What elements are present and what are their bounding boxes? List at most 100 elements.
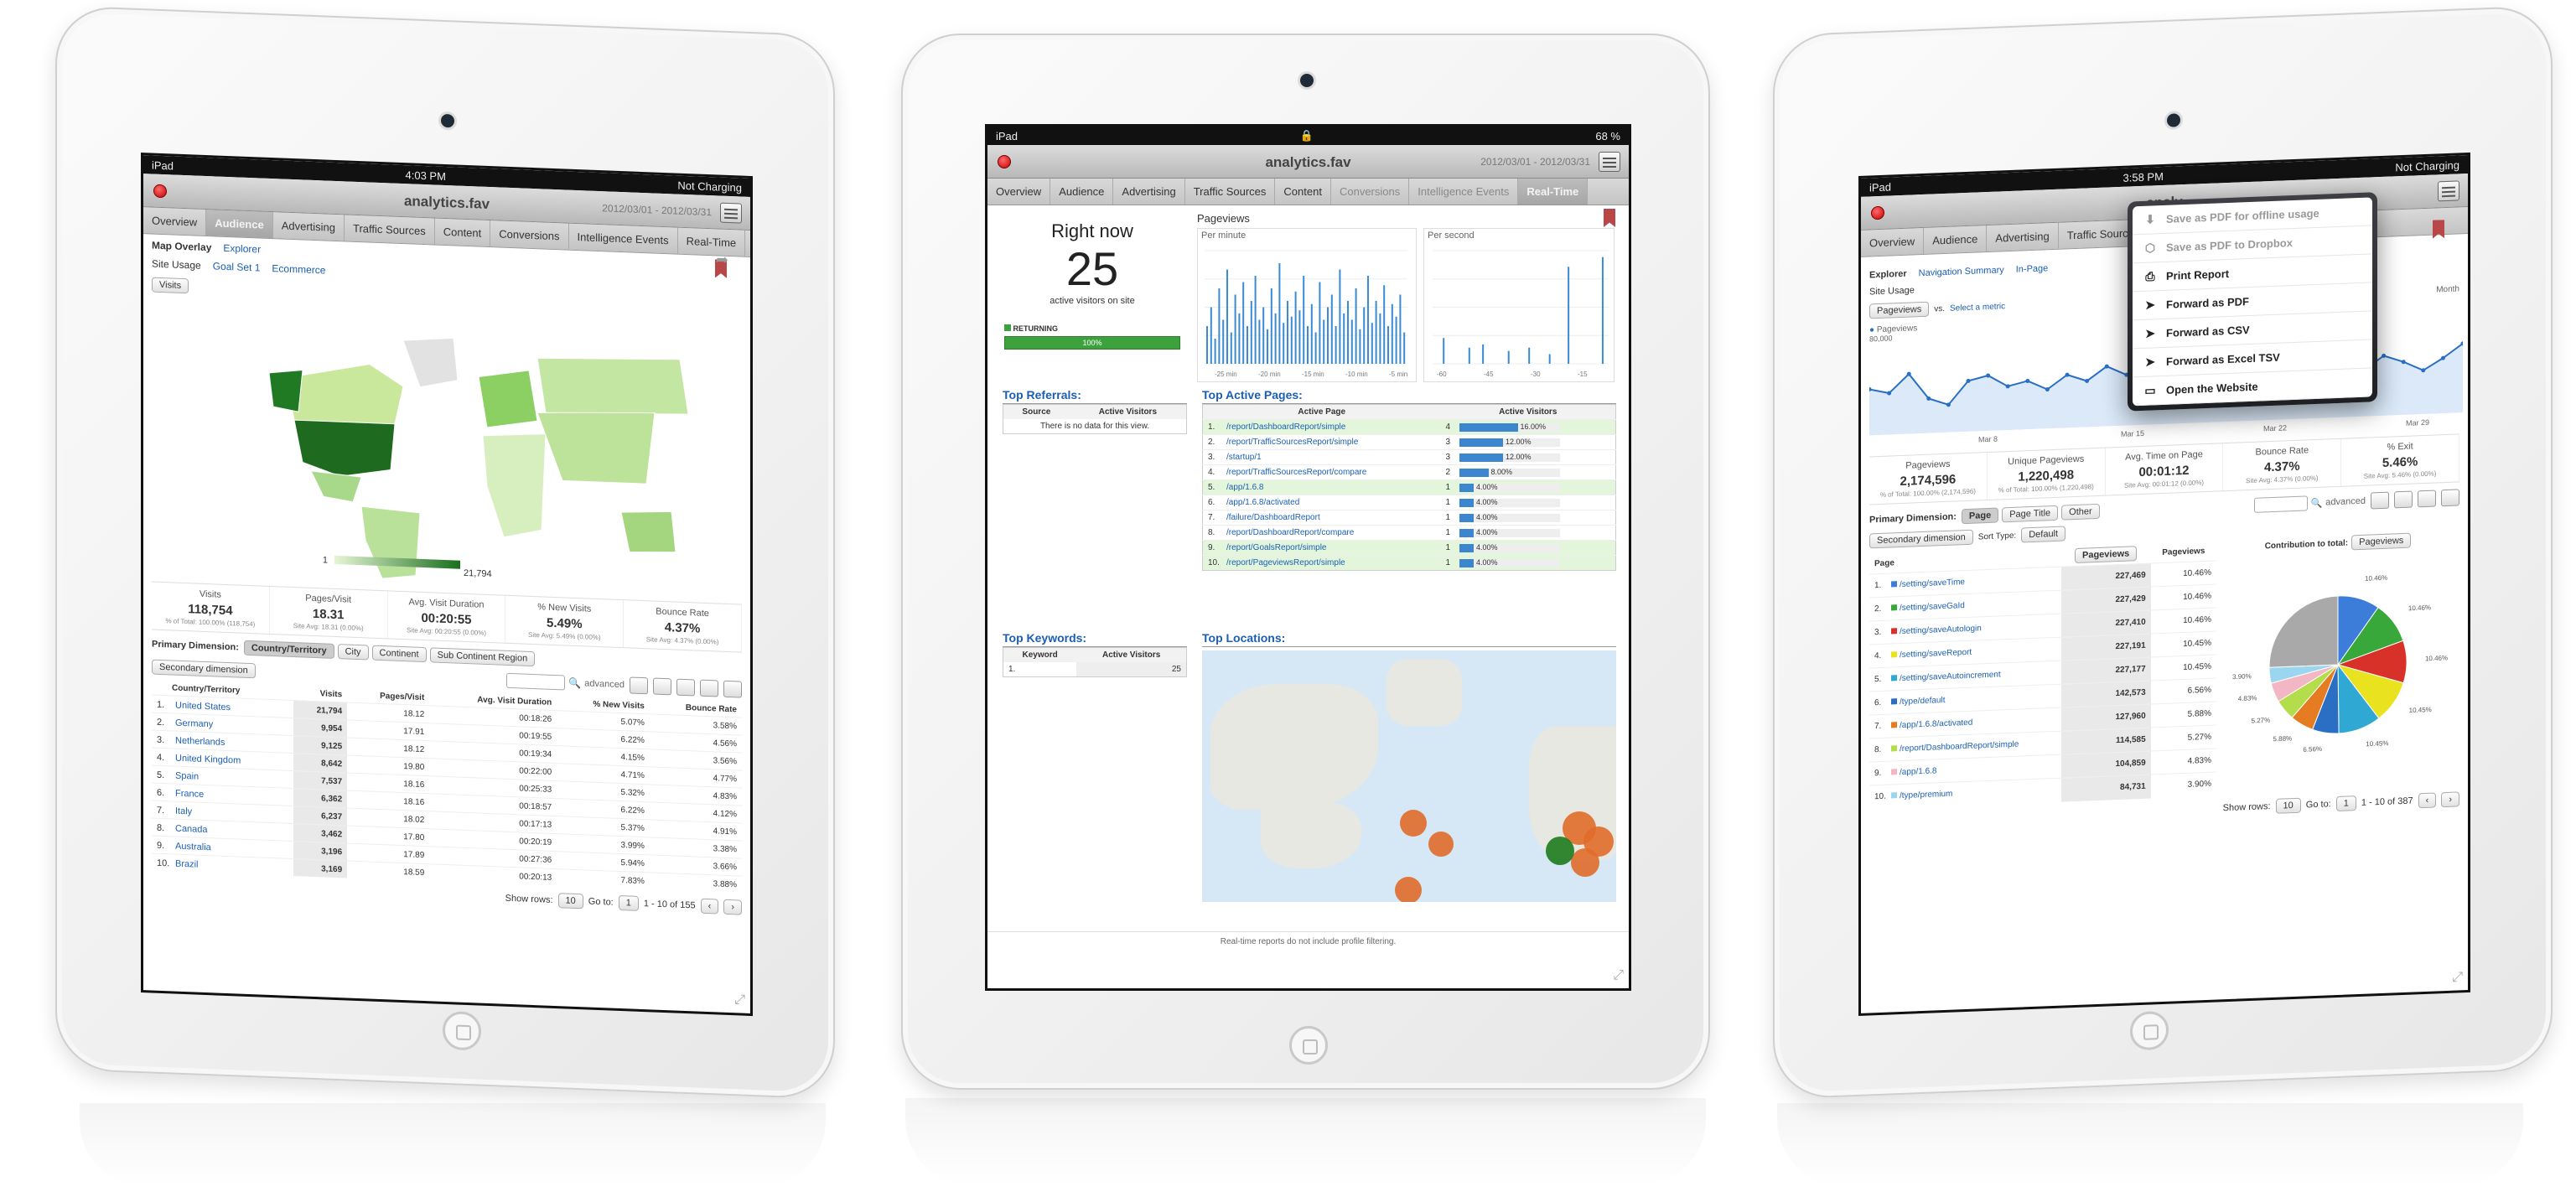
- referrals-col-visitors[interactable]: Active Visitors: [1098, 407, 1158, 417]
- page-link[interactable]: /type/premium: [1900, 789, 1953, 801]
- summary-metric[interactable]: Unique Pageviews 1,220,498% of Total: 100…: [1987, 448, 2106, 500]
- prev-page-icon[interactable]: ‹: [2418, 791, 2437, 808]
- subtab-explorer[interactable]: Explorer: [223, 241, 262, 256]
- summary-metric[interactable]: Avg. Time on Page 00:01:12 Site Avg: 00:01…: [2105, 443, 2224, 495]
- country-link[interactable]: France: [175, 788, 205, 800]
- country-link[interactable]: United Kingdom: [175, 753, 241, 766]
- active-page-link[interactable]: /app/1.6.8: [1226, 483, 1264, 492]
- sort-type-select[interactable]: Default: [2021, 526, 2066, 543]
- line-point[interactable]: [1887, 391, 1892, 396]
- line-point[interactable]: [2382, 353, 2387, 358]
- tab-overview[interactable]: Overview: [1861, 227, 1925, 256]
- line-point[interactable]: [2085, 378, 2090, 383]
- country-link[interactable]: Italy: [175, 806, 193, 817]
- referrals-col-source[interactable]: Source: [1022, 407, 1051, 417]
- col-metric-select[interactable]: Pageviews: [2075, 546, 2138, 564]
- summary-metric[interactable]: % Exit 5.46% Site Avg: 5.46% (0.00%): [2341, 434, 2459, 486]
- active-page-row[interactable]: 1. /report/DashboardReport/simple 4 16.00%: [1202, 419, 1616, 435]
- pie-slice[interactable]: [2268, 595, 2339, 668]
- rows-select[interactable]: 10: [2275, 797, 2301, 814]
- summary-metric[interactable]: Bounce Rate 4.37% Site Avg: 4.37% (0.00%): [2223, 438, 2342, 491]
- tab-content[interactable]: Content: [434, 218, 491, 247]
- page-link[interactable]: /setting/saveAutoincrement: [1900, 670, 2001, 684]
- active-page-link[interactable]: /report/DashboardReport/compare: [1226, 528, 1355, 537]
- dimension-button[interactable]: Country/Territory: [243, 640, 334, 659]
- active-page-link[interactable]: /app/1.6.8/activated: [1226, 498, 1300, 507]
- line-point[interactable]: [2401, 360, 2406, 365]
- compare-view-icon[interactable]: [2441, 489, 2459, 507]
- country-link[interactable]: Canada: [175, 823, 208, 836]
- country-link[interactable]: Australia: [175, 841, 211, 853]
- dimension-button[interactable]: Page: [1961, 507, 1999, 525]
- tab-intelligence-events[interactable]: Intelligence Events: [568, 223, 678, 254]
- grid-view-icon[interactable]: [2371, 491, 2389, 510]
- active-page-row[interactable]: 6. /app/1.6.8/activated 1 4.00%: [1202, 495, 1616, 510]
- subtab-in-page[interactable]: In-Page: [2015, 263, 2049, 275]
- pie-view-icon[interactable]: [2394, 490, 2413, 509]
- bar-view-icon[interactable]: [676, 678, 695, 697]
- tab-advertising[interactable]: Advertising: [272, 212, 345, 241]
- dimension-button[interactable]: Other: [2061, 503, 2100, 521]
- tab-conversions[interactable]: Conversions: [490, 220, 569, 250]
- active-page-row[interactable]: 5. /app/1.6.8 1 4.00%: [1202, 479, 1616, 495]
- calendar-icon[interactable]: [2438, 180, 2459, 202]
- active-page-row[interactable]: 8. /report/DashboardReport/compare 1 4.00%: [1202, 525, 1616, 541]
- next-page-icon[interactable]: ›: [723, 899, 742, 915]
- active-page-row[interactable]: 9. /report/GoalsReport/simple 1 4.00%: [1202, 540, 1616, 556]
- pivot-view-icon[interactable]: [723, 680, 742, 698]
- line-point[interactable]: [1946, 402, 1951, 407]
- summary-metric[interactable]: Visits 118,754% of Total: 100.00% (118,75…: [152, 582, 270, 634]
- summary-metric[interactable]: Pageviews 2,174,596% of Total: 100.00% (2…: [1869, 453, 1988, 505]
- tab-traffic-sources[interactable]: Traffic Sources: [345, 215, 435, 245]
- country-link[interactable]: Brazil: [175, 858, 199, 870]
- location-marker[interactable]: [1400, 810, 1427, 837]
- page-link[interactable]: /setting/saveAutologin: [1900, 624, 1982, 637]
- dimension-button[interactable]: Sub Continent Region: [429, 647, 536, 667]
- tab-overview[interactable]: Overview: [987, 179, 1051, 205]
- line-point[interactable]: [2005, 384, 2010, 389]
- calendar-icon[interactable]: [720, 202, 742, 224]
- summary-metric[interactable]: Bounce Rate 4.37% Site Avg: 4.37% (0.00%): [624, 600, 742, 652]
- subtab-explorer[interactable]: Explorer: [1869, 268, 1907, 281]
- compare-view-icon[interactable]: [700, 679, 718, 697]
- active-page-row[interactable]: 4. /report/TrafficSourcesReport/compare 2 8…: [1202, 464, 1616, 480]
- next-page-icon[interactable]: ›: [2441, 790, 2459, 807]
- resize-icon[interactable]: ⤢: [1613, 968, 1624, 982]
- active-pages-col-page[interactable]: Active Page: [1298, 407, 1346, 417]
- bar-view-icon[interactable]: [2418, 490, 2436, 508]
- line-point[interactable]: [2440, 355, 2445, 360]
- segment-site-usage[interactable]: Site Usage: [152, 257, 201, 272]
- segment-ecommerce[interactable]: Ecommerce: [272, 262, 326, 277]
- table-search-input[interactable]: [506, 672, 566, 691]
- bookmark-icon[interactable]: [2433, 220, 2444, 239]
- location-marker[interactable]: [1428, 832, 1454, 857]
- home-button[interactable]: [1289, 1026, 1328, 1065]
- resize-icon[interactable]: ⤢: [2452, 970, 2463, 985]
- location-marker[interactable]: [1571, 848, 1599, 877]
- page-link[interactable]: /app/1.6.8: [1900, 766, 1937, 778]
- active-page-row[interactable]: 10. /report/PageviewsReport/simple 1 4.00%: [1202, 555, 1616, 571]
- dimension-button[interactable]: Page Title: [2002, 505, 2059, 523]
- summary-metric[interactable]: % New Visits 5.49% Site Avg: 5.49% (0.00%): [505, 595, 625, 648]
- active-page-row[interactable]: 3. /startup/1 3 12.00%: [1202, 449, 1616, 465]
- country-link[interactable]: United States: [175, 700, 231, 713]
- active-page-row[interactable]: 7. /failure/DashboardReport 1 4.00%: [1202, 510, 1616, 526]
- line-point[interactable]: [2104, 364, 2109, 369]
- line-point[interactable]: [2065, 372, 2070, 377]
- tab-audience[interactable]: Audience: [206, 210, 273, 239]
- active-page-row[interactable]: 2. /report/TrafficSourcesReport/simple 3 12…: [1202, 434, 1616, 450]
- tab-intelligence-events[interactable]: Intelligence Events: [1409, 179, 1519, 205]
- goto-input[interactable]: 1: [618, 894, 639, 911]
- goto-input[interactable]: 1: [2335, 795, 2356, 811]
- prev-page-icon[interactable]: ‹: [700, 898, 719, 915]
- tab-audience[interactable]: Audience: [1924, 225, 1988, 254]
- page-link[interactable]: /type/default: [1900, 695, 1946, 707]
- page-link[interactable]: /setting/saveGaId: [1900, 601, 1965, 614]
- page-link[interactable]: /setting/saveTime: [1900, 578, 1965, 590]
- summary-metric[interactable]: Avg. Visit Duration 00:20:55 Site Avg: 00:…: [387, 591, 506, 643]
- subtab-navigation-summary[interactable]: Navigation Summary: [1918, 265, 2004, 279]
- keywords-col-keyword[interactable]: Keyword: [1022, 650, 1058, 660]
- line-point[interactable]: [2421, 368, 2426, 373]
- secondary-dimension-select[interactable]: Secondary dimension: [1869, 529, 1973, 549]
- keywords-col-visitors[interactable]: Active Visitors: [1101, 650, 1161, 660]
